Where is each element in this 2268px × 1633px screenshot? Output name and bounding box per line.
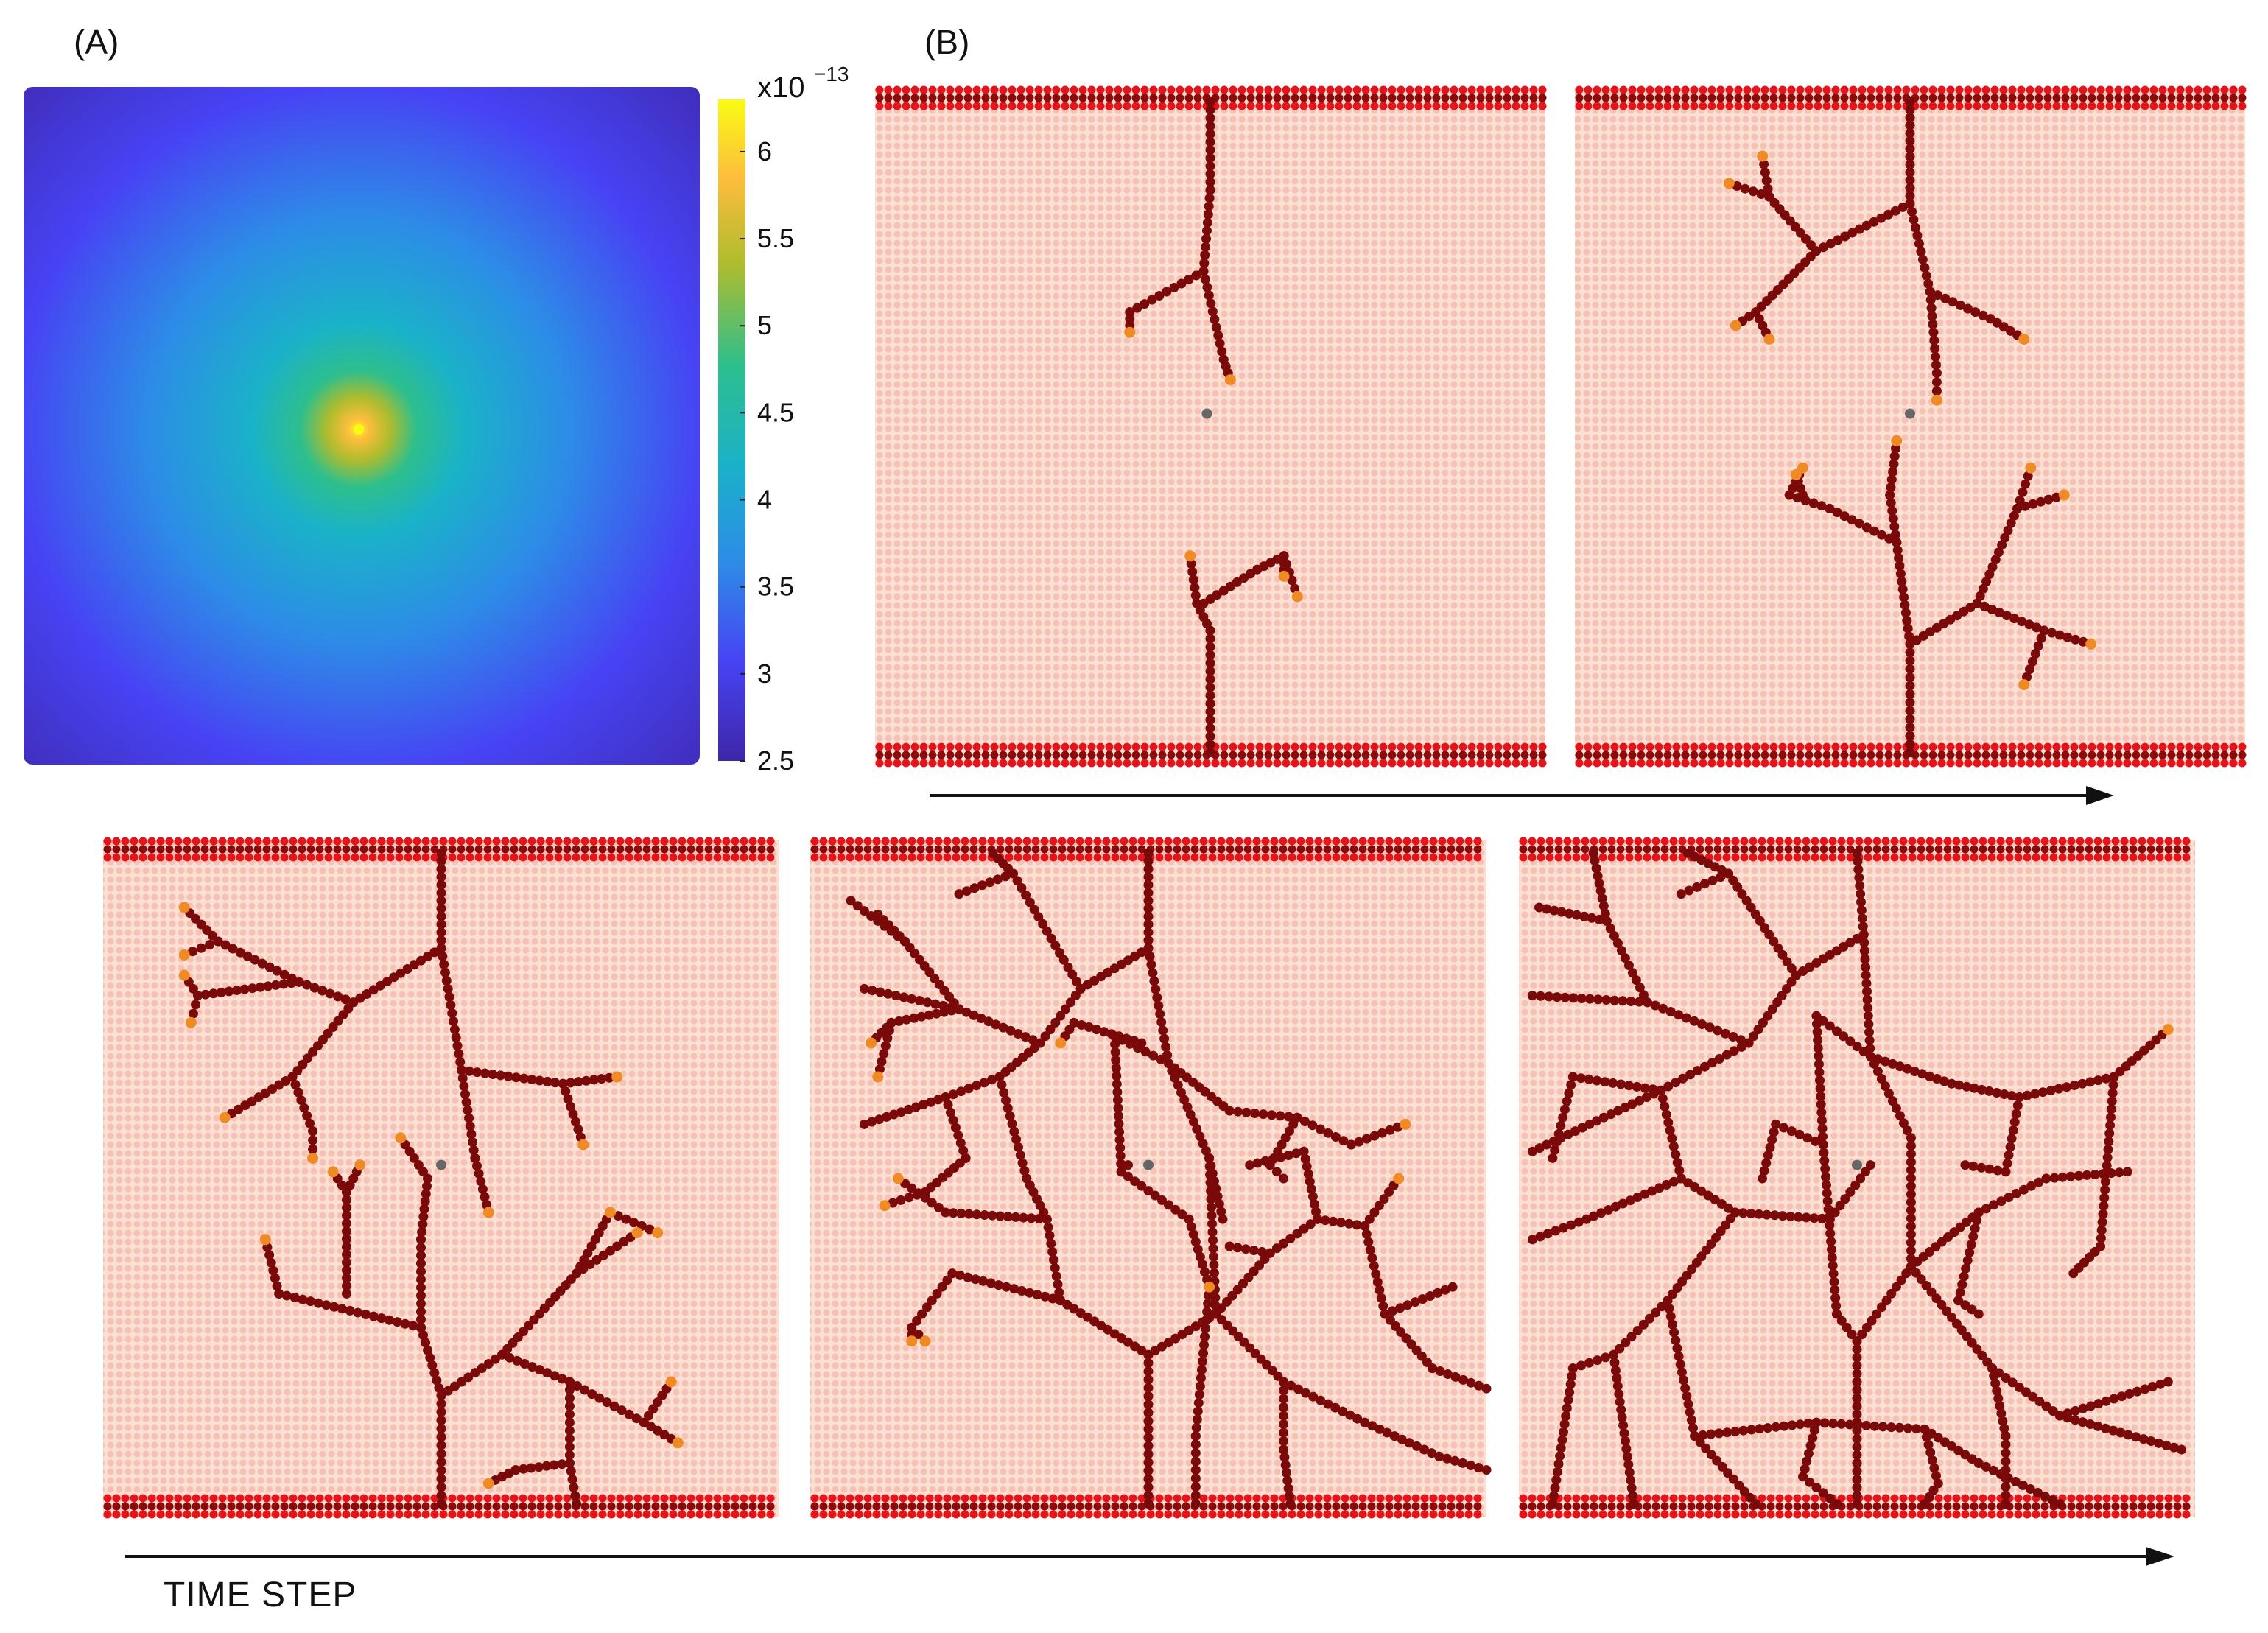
tip-cell	[1291, 591, 1303, 603]
tip-cell	[395, 1132, 407, 1144]
sprout-network	[846, 848, 1492, 1509]
parent-vessel-top	[103, 837, 775, 862]
time-arrow-bottom	[125, 1547, 2174, 1566]
parent-vessel-bottom	[1575, 742, 2247, 768]
snapshot-3	[103, 837, 779, 1519]
panel-b-label: (B)	[924, 23, 970, 61]
tip-cell	[327, 1166, 339, 1178]
parent-vessel-bottom	[103, 1494, 775, 1519]
tip-cell	[866, 1037, 877, 1049]
tip-cell	[1224, 374, 1236, 386]
tip-cell	[1723, 178, 1735, 189]
tip-cell	[1184, 550, 1196, 562]
parent-vessel-top	[1575, 85, 2247, 110]
tip-cell	[185, 1016, 197, 1028]
tip-cell	[1278, 570, 1290, 582]
tip-cell	[1757, 150, 1769, 162]
tip-cell	[178, 902, 190, 913]
colorbar-tick-label: 3.5	[757, 572, 794, 602]
colorbar-exponent-power: −13	[814, 63, 849, 85]
tip-cell	[1204, 1281, 1215, 1293]
tip-cell	[672, 1437, 684, 1449]
tip-cell	[2058, 489, 2070, 501]
vegf-source	[1143, 1159, 1154, 1170]
tip-cell	[307, 1152, 319, 1164]
tip-cell	[482, 1207, 494, 1218]
sprout-network	[1724, 96, 2096, 758]
vegf-source	[1852, 1159, 1862, 1170]
concentration-heatmap	[24, 87, 700, 765]
tip-cell	[219, 1112, 231, 1123]
tip-cell	[2018, 679, 2030, 691]
tip-cell	[872, 1071, 884, 1083]
tip-cell	[1730, 320, 1741, 331]
tip-cell	[652, 1227, 664, 1239]
colorbar-ticks: 6 5.5 5 4.5 4 3.5 3 2.5	[740, 136, 794, 776]
tip-cell	[577, 1139, 589, 1151]
parent-vessel-top	[875, 85, 1547, 110]
tip-cell	[906, 1335, 918, 1347]
tip-cell	[879, 1200, 891, 1212]
colorbar-strip	[718, 99, 745, 761]
angiogenesis-snapshots	[103, 85, 2247, 1519]
snapshot-1	[875, 85, 1547, 768]
tip-cells	[178, 902, 684, 1489]
time-arrow-top	[930, 786, 2114, 805]
tip-cell	[1790, 468, 1802, 480]
colorbar-tick-label: 4.5	[757, 397, 794, 427]
tip-cell	[1400, 1118, 1411, 1130]
tip-cell	[611, 1071, 623, 1083]
tip-cell	[178, 949, 190, 961]
vegf-source	[436, 1159, 446, 1170]
parent-vessel-top	[1519, 837, 2191, 862]
colorbar-tick-label: 4	[757, 485, 772, 515]
tip-cell	[1931, 394, 1942, 406]
colorbar-tick-label: 6	[757, 136, 772, 166]
tip-cell	[178, 969, 190, 981]
snapshot-5	[1519, 837, 2195, 1519]
tip-cell	[1797, 462, 1808, 474]
sprout-network	[1527, 848, 2187, 1509]
colorbar: x10 −13 6 5.5 5 4.5 4 3.5 3 2.5	[718, 63, 849, 776]
tip-cell	[631, 1227, 643, 1239]
tip-cells	[1723, 150, 2097, 691]
time-step-label: TIME STEP	[164, 1576, 357, 1615]
colorbar-exponent-base: x10	[757, 71, 805, 104]
parent-vessel-bottom	[875, 742, 1547, 768]
tip-cell	[259, 1234, 271, 1246]
colorbar-tick-label: 5	[757, 310, 772, 340]
tip-cell	[2085, 638, 2097, 650]
tip-cell	[354, 1159, 366, 1171]
sprout-network	[179, 848, 683, 1509]
panel-a-label: (A)	[74, 23, 119, 61]
tip-cell	[1763, 333, 1775, 345]
tip-cell	[605, 1207, 616, 1218]
tip-cell	[2162, 1024, 2174, 1036]
parent-vessel-top	[810, 837, 1482, 862]
tip-cell	[1891, 435, 1903, 446]
vegf-source	[1201, 408, 1212, 419]
tip-cell	[1393, 1173, 1405, 1184]
tip-cell	[665, 1376, 677, 1388]
colorbar-tick-label: 2.5	[757, 745, 794, 776]
tip-cells	[2162, 1024, 2174, 1036]
tip-cell	[2018, 333, 2030, 345]
colorbar-tick-label: 3	[757, 659, 772, 689]
tip-cell	[2025, 462, 2037, 474]
snapshot-2	[1575, 85, 2247, 768]
snapshot-4	[810, 837, 1492, 1519]
tip-cell	[1055, 1037, 1067, 1049]
vegf-source	[1905, 408, 1915, 419]
colorbar-tick-label: 5.5	[757, 223, 794, 253]
tip-cell	[919, 1335, 931, 1347]
tip-cell	[482, 1478, 494, 1489]
tip-cells	[866, 1037, 1411, 1347]
tip-cell	[892, 1173, 904, 1184]
vegf-source-peak	[354, 424, 364, 435]
tip-cell	[1124, 326, 1136, 338]
tip-cells	[1124, 326, 1303, 603]
